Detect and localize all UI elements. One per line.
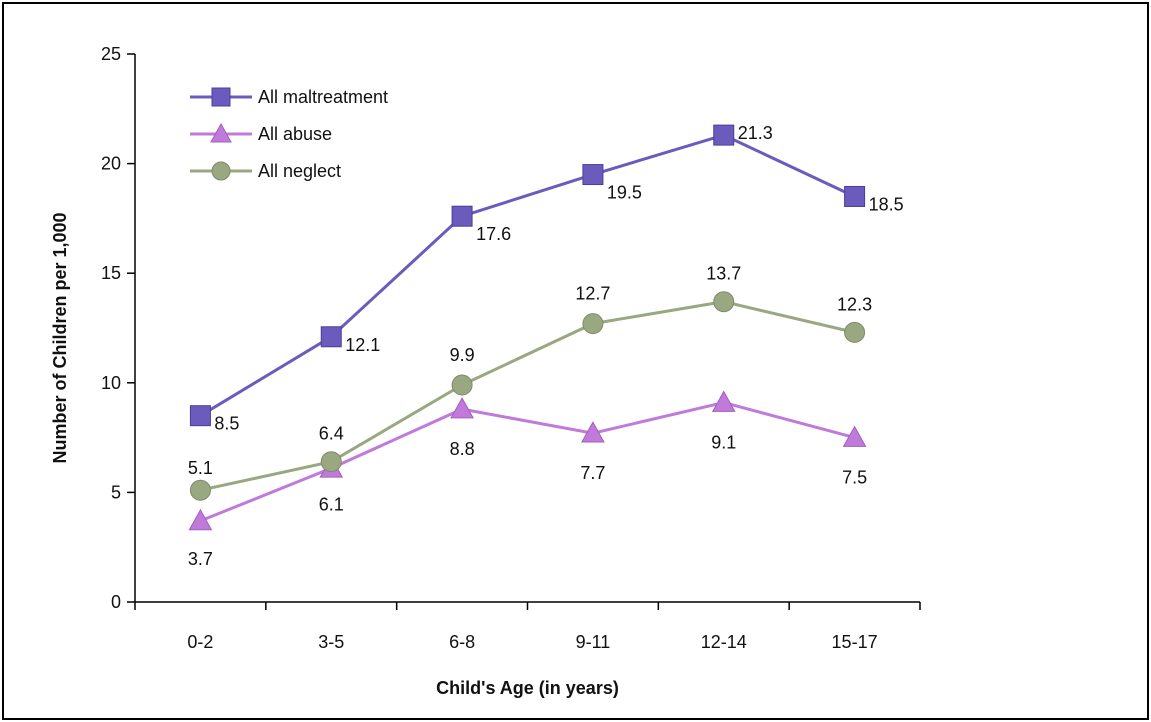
y-tick-label: 20 bbox=[101, 154, 121, 174]
data-point bbox=[320, 326, 342, 348]
x-tick-label: 12-14 bbox=[701, 632, 747, 652]
data-point bbox=[582, 313, 604, 335]
legend-marker bbox=[211, 87, 231, 107]
data-point bbox=[451, 205, 473, 227]
data-label: 12.7 bbox=[575, 284, 610, 304]
axes: 0 5 10 15 20 25 0-2 3-5 6-8 9-11 12-14 15-17 bbox=[101, 44, 921, 652]
y-tick-label: 5 bbox=[111, 482, 121, 502]
data-label: 5.1 bbox=[188, 458, 213, 478]
legend-label: All neglect bbox=[258, 161, 341, 181]
legend-label: All abuse bbox=[258, 124, 332, 144]
data-point bbox=[844, 185, 866, 207]
data-labels: 8.5 12.1 17.6 19.5 21.3 18.5 3.7 6.1 8.8 7.7 9.1 7.… bbox=[188, 123, 904, 569]
y-tick-label: 15 bbox=[101, 263, 121, 283]
x-tick-label: 3-5 bbox=[318, 632, 344, 652]
series-line-2 bbox=[200, 300, 855, 492]
data-label: 12.3 bbox=[837, 294, 872, 314]
data-point bbox=[320, 451, 342, 473]
data-point bbox=[842, 425, 867, 447]
y-tick-label: 25 bbox=[101, 44, 121, 64]
legend-label: All maltreatment bbox=[258, 87, 388, 107]
data-label: 6.1 bbox=[319, 494, 344, 514]
data-label: 7.7 bbox=[580, 463, 605, 483]
data-point bbox=[450, 397, 474, 419]
data-label: 18.5 bbox=[869, 194, 904, 214]
data-point bbox=[713, 124, 735, 146]
data-point bbox=[189, 479, 211, 501]
series-line-1 bbox=[199, 400, 855, 523]
x-tick-label: 15-17 bbox=[832, 632, 878, 652]
data-label: 13.7 bbox=[706, 264, 741, 284]
data-label: 19.5 bbox=[607, 183, 642, 203]
x-tick-label: 9-11 bbox=[576, 632, 611, 652]
data-label: 9.1 bbox=[711, 433, 736, 453]
data-label: 8.8 bbox=[450, 439, 475, 459]
data-label: 9.9 bbox=[450, 345, 475, 365]
data-point bbox=[582, 164, 604, 186]
x-tick-label: 0-2 bbox=[187, 632, 213, 652]
legend-marker bbox=[210, 122, 232, 143]
legend: All maltreatment All abuse All neglect bbox=[190, 87, 388, 181]
data-point bbox=[713, 291, 735, 313]
data-label: 7.5 bbox=[842, 468, 867, 488]
data-point bbox=[711, 390, 736, 412]
x-axis-title: Child's Age (in years) bbox=[436, 678, 619, 698]
data-label: 8.5 bbox=[214, 414, 239, 434]
y-tick-label: 0 bbox=[111, 592, 121, 612]
series-markers bbox=[188, 124, 867, 531]
data-point bbox=[189, 405, 211, 427]
data-point bbox=[451, 374, 473, 396]
data-label: 21.3 bbox=[738, 123, 773, 143]
data-label: 6.4 bbox=[319, 424, 344, 444]
y-tick-label: 10 bbox=[101, 373, 121, 393]
data-label: 12.1 bbox=[345, 335, 380, 355]
data-point bbox=[844, 321, 866, 343]
data-label: 3.7 bbox=[188, 549, 213, 569]
data-point bbox=[188, 508, 213, 531]
series-lines bbox=[199, 133, 856, 523]
data-label: 17.6 bbox=[476, 224, 511, 244]
x-tick-label: 6-8 bbox=[449, 632, 475, 652]
y-axis-title: Number of Children per 1,000 bbox=[50, 212, 70, 463]
data-point bbox=[581, 421, 605, 443]
legend-marker bbox=[211, 161, 231, 181]
series-line-0 bbox=[199, 133, 856, 417]
